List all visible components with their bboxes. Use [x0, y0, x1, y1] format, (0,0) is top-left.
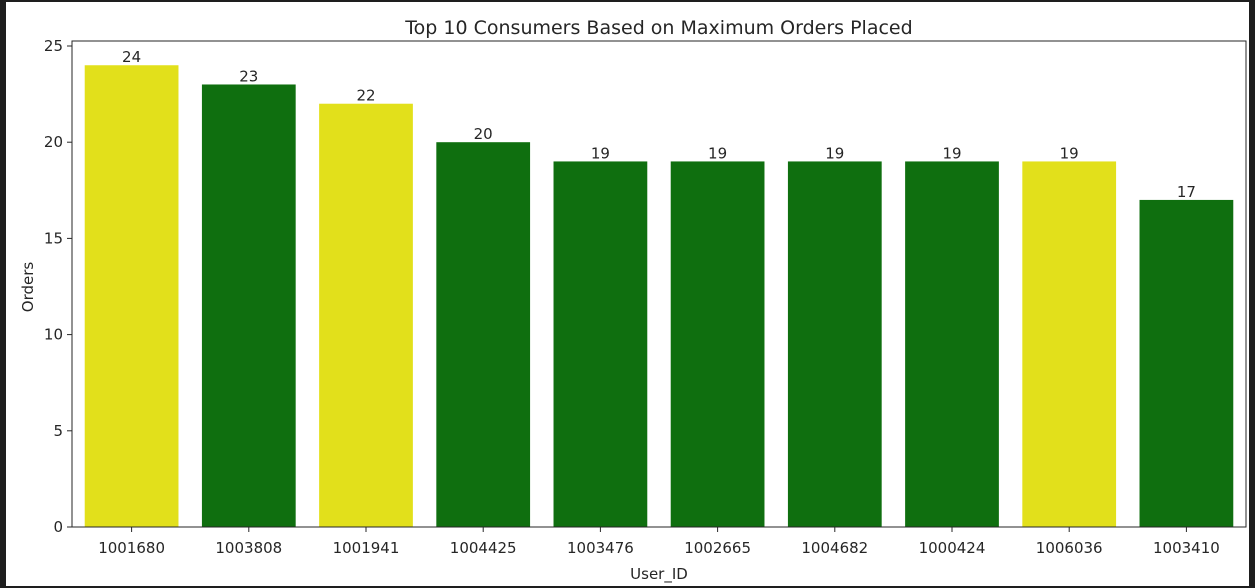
- x-tick-label: 1003808: [215, 539, 282, 557]
- bar-value-label: 19: [1060, 144, 1079, 162]
- bar-1000424: [905, 161, 999, 527]
- bar-1003808: [201, 84, 296, 527]
- x-tick-label: 1006036: [1036, 539, 1103, 557]
- y-axis-ticks: 0 5 10 15 20 25: [44, 37, 72, 536]
- bar-value-label: 19: [825, 144, 844, 162]
- bar-1004682: [787, 161, 882, 527]
- bar-value-label: 23: [239, 67, 258, 85]
- y-tick-label: 15: [44, 229, 63, 247]
- bar-1001941: [319, 103, 413, 527]
- x-axis-label: User_ID: [630, 565, 688, 584]
- bar-value-label: 19: [942, 144, 961, 162]
- bar-1003410: [1139, 199, 1234, 528]
- bar-1006036: [1022, 161, 1117, 527]
- bar-value-label: 24: [122, 48, 141, 66]
- x-tick-label: 1004682: [801, 539, 868, 557]
- axes-frame: [71, 40, 1247, 528]
- y-tick-label: 0: [53, 518, 63, 536]
- bar-value-label: 22: [356, 87, 375, 105]
- y-axis-label: Orders: [19, 262, 37, 313]
- x-tick-label: 1003476: [567, 539, 634, 557]
- y-tick-label: 5: [53, 422, 63, 440]
- y-tick-label: 25: [44, 37, 63, 55]
- x-tick-label: 1001680: [98, 539, 165, 557]
- x-axis-ticks: 1001680 1003808 1001941 1004425 1003476 10026…: [98, 527, 1220, 557]
- bar-labels-group: 24 23 22 20 19 19 19 19 19 17: [122, 48, 1196, 201]
- chart-title: Top 10 Consumers Based on Maximum Orders…: [404, 17, 912, 39]
- bar-value-label: 20: [474, 125, 493, 143]
- y-tick-label: 20: [44, 133, 63, 151]
- x-tick-label: 1003410: [1153, 539, 1220, 557]
- x-tick-label: 1000424: [919, 539, 986, 557]
- bar-1003476: [553, 161, 648, 527]
- bar-1002665: [670, 161, 765, 527]
- bar-1004425: [436, 142, 531, 527]
- bar-value-label: 19: [591, 144, 610, 162]
- x-tick-label: 1002665: [684, 539, 751, 557]
- bar-1001680: [84, 65, 179, 528]
- bar-value-label: 19: [708, 144, 727, 162]
- x-tick-label: 1001941: [333, 539, 400, 557]
- bars-group: [84, 65, 1234, 528]
- y-tick-label: 10: [44, 326, 63, 344]
- bar-value-label: 17: [1177, 183, 1196, 201]
- x-tick-label: 1004425: [450, 539, 517, 557]
